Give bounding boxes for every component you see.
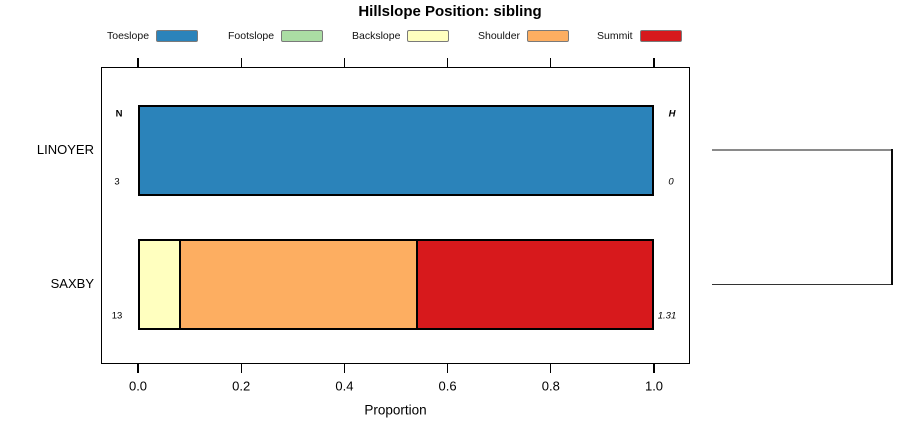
- legend-label: Summit: [597, 30, 633, 42]
- bar-segment-shoulder: [179, 240, 416, 328]
- dendrogram-branch-linoyer: [712, 149, 893, 151]
- dendrogram-branch-saxby: [712, 283, 893, 286]
- x-tick-label: 0.0: [128, 378, 148, 394]
- legend-label: Footslope: [228, 30, 275, 42]
- legend-swatch-summit: [639, 30, 682, 42]
- bar-segment-toeslope: [140, 106, 652, 194]
- y-category-label-saxby: SAXBY: [50, 276, 94, 291]
- x-tick-bottom: [240, 364, 242, 373]
- legend-swatch-toeslope: [156, 30, 199, 42]
- x-tick-top: [137, 58, 139, 67]
- bar-segment-backslope: [140, 240, 180, 328]
- x-tick-top: [550, 58, 552, 67]
- x-tick-bottom: [653, 364, 655, 373]
- x-tick-label: 0.6: [438, 378, 457, 394]
- x-tick-top: [240, 58, 242, 67]
- x-axis-title: Proportion: [364, 402, 427, 418]
- bar-saxby: [138, 238, 654, 330]
- legend-label: Backslope: [352, 30, 401, 42]
- legend-swatch-shoulder: [527, 30, 570, 42]
- legend-item-toeslope: Toeslope: [107, 28, 199, 44]
- legend-item-footslope: Footslope: [228, 28, 324, 44]
- bar-linoyer: [138, 104, 654, 196]
- n-column-header: N: [115, 108, 123, 119]
- h-column-header: H: [668, 108, 676, 120]
- x-tick-label: 0.4: [335, 378, 354, 394]
- x-tick-top: [343, 58, 346, 67]
- legend-item-summit: Summit: [597, 28, 682, 44]
- x-tick-bottom: [446, 364, 449, 373]
- x-tick-bottom: [550, 364, 552, 373]
- n-value-saxby: 13: [111, 310, 123, 322]
- chart-title: Hillslope Position: sibling: [358, 3, 542, 20]
- bar-segment-summit: [415, 240, 652, 328]
- x-tick-label: 0.8: [541, 378, 560, 394]
- legend-item-backslope: Backslope: [352, 28, 450, 44]
- legend-swatch-backslope: [407, 30, 450, 42]
- legend-swatch-footslope: [281, 30, 324, 42]
- legend-label: Toeslope: [107, 30, 150, 42]
- legend-item-shoulder: Shoulder: [478, 28, 570, 44]
- h-value-linoyer: 0: [668, 176, 674, 188]
- x-tick-label: 1.0: [644, 378, 664, 394]
- n-value-linoyer: 3: [114, 176, 120, 188]
- x-tick-top: [653, 58, 655, 67]
- x-tick-label: 0.2: [232, 378, 251, 394]
- x-tick-top: [446, 58, 449, 67]
- dendrogram-join: [891, 149, 893, 285]
- h-value-saxby: 1.31: [657, 310, 677, 322]
- y-category-label-linoyer: LINOYER: [36, 142, 94, 157]
- x-tick-bottom: [137, 364, 139, 373]
- legend-label: Shoulder: [478, 30, 521, 42]
- x-tick-bottom: [343, 364, 346, 373]
